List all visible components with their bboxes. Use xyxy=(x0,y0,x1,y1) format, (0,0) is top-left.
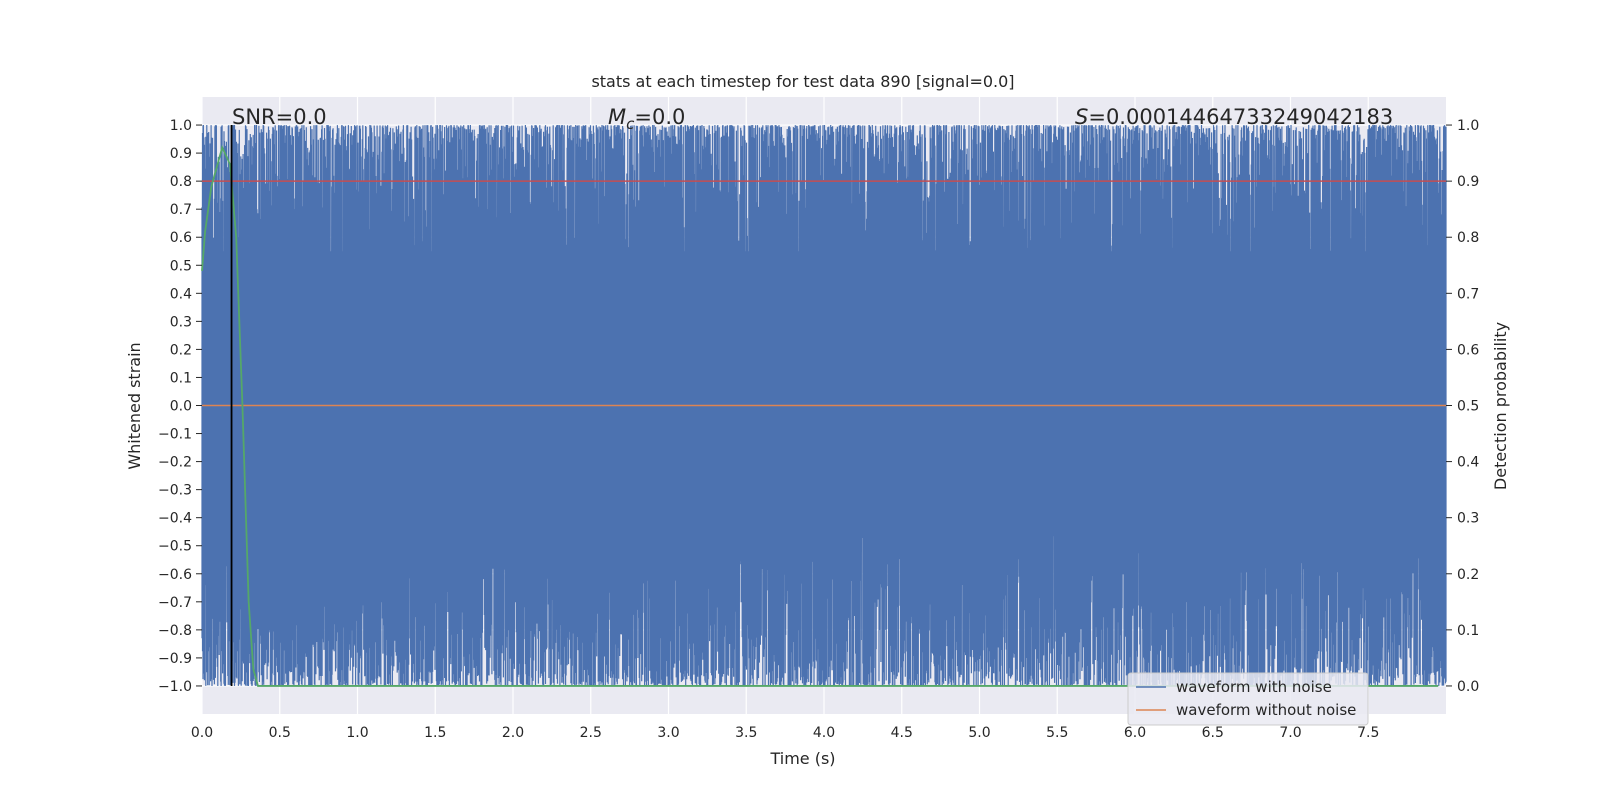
y-right-tick-label: 0.0 xyxy=(1457,679,1479,695)
chirp-mass-symbol: M xyxy=(608,105,626,129)
x-tick-label: 4.0 xyxy=(813,725,835,741)
x-tick-label: 1.5 xyxy=(424,725,446,741)
y-tick-label: −0.1 xyxy=(158,427,192,443)
s-annotation: S=0.00014464733249042183 xyxy=(1075,105,1393,129)
y-tick-label: 1.0 xyxy=(170,118,192,134)
y-tick-label: −0.6 xyxy=(158,567,192,583)
y-tick-label: 0.4 xyxy=(170,286,192,302)
chirp-mass-annotation: Mc=0.0 xyxy=(608,105,685,133)
y-tick-label: 0.8 xyxy=(170,174,192,190)
line-series xyxy=(201,125,1446,687)
legend-label-noise: waveform with noise xyxy=(1176,678,1332,696)
noise-waveform xyxy=(201,124,1447,687)
axis-ticks: 0.0 0.5 1.0 1.5 2.0 2.5 3.0 3.5 4.0 4.5 5.0 5.5 6.0 6… xyxy=(158,118,1479,741)
y-right-tick-label: 0.9 xyxy=(1457,174,1479,190)
y-right-tick-label: 0.8 xyxy=(1457,230,1479,246)
y-right-tick-label: 0.3 xyxy=(1457,511,1479,527)
y-tick-label: 0.2 xyxy=(170,342,192,358)
x-tick-label: 2.5 xyxy=(580,725,602,741)
x-tick-label: 1.0 xyxy=(346,725,368,741)
y-tick-label: −0.5 xyxy=(158,539,192,555)
x-tick-label: 3.0 xyxy=(657,725,679,741)
legend: waveform with noise waveform without noi… xyxy=(1127,672,1369,726)
y-axis-label: Whitened strain xyxy=(125,342,144,469)
legend-label-clean: waveform without noise xyxy=(1176,701,1356,719)
x-tick-label: 7.5 xyxy=(1357,725,1379,741)
y-right-tick-label: 0.1 xyxy=(1457,623,1479,639)
y-tick-label: 0.9 xyxy=(170,146,192,162)
y-tick-label: 0.3 xyxy=(170,314,192,330)
x-tick-label: 6.5 xyxy=(1202,725,1224,741)
y-tick-label: 0.7 xyxy=(170,202,192,218)
y-tick-label: −0.7 xyxy=(158,595,192,611)
legend-box xyxy=(1127,672,1369,726)
x-tick-label: 4.5 xyxy=(891,725,913,741)
y-tick-label: −0.4 xyxy=(158,511,192,527)
y-right-tick-label: 0.4 xyxy=(1457,455,1479,471)
y-tick-label: −0.8 xyxy=(158,623,192,639)
x-tick-label: 3.5 xyxy=(735,725,757,741)
s-value: =0.00014464733249042183 xyxy=(1088,105,1393,129)
x-axis-label: Time (s) xyxy=(769,749,835,768)
x-tick-label: 5.0 xyxy=(968,725,990,741)
snr-annotation: SNR=0.0 xyxy=(232,105,327,129)
y-axis-right-label: Detection probability xyxy=(1491,322,1510,490)
y-tick-label: 0.0 xyxy=(170,399,192,415)
x-tick-label: 0.5 xyxy=(269,725,291,741)
y-right-tick-label: 0.2 xyxy=(1457,567,1479,583)
series-detection-probability xyxy=(201,144,1439,687)
x-tick-label: 2.0 xyxy=(502,725,524,741)
y-tick-label: −0.3 xyxy=(158,483,192,499)
y-tick-label: 0.1 xyxy=(170,370,192,386)
y-tick-label: 0.5 xyxy=(170,258,192,274)
x-tick-label: 6.0 xyxy=(1124,725,1146,741)
chirp-mass-subscript: c xyxy=(626,115,635,133)
y-right-tick-label: 1.0 xyxy=(1457,118,1479,134)
s-symbol: S xyxy=(1075,105,1088,129)
y-right-tick-label: 0.7 xyxy=(1457,286,1479,302)
series-waveform-with-noise xyxy=(201,124,1447,687)
x-tick-label: 0.0 xyxy=(191,725,213,741)
chirp-mass-value: =0.0 xyxy=(634,105,685,129)
y-tick-label: −0.2 xyxy=(158,455,192,471)
y-tick-label: −1.0 xyxy=(158,679,192,695)
y-tick-label: −0.9 xyxy=(158,651,192,667)
x-tick-label: 5.5 xyxy=(1046,725,1068,741)
chart-title: stats at each timestep for test data 890… xyxy=(591,72,1014,91)
y-right-tick-label: 0.6 xyxy=(1457,342,1479,358)
y-right-tick-label: 0.5 xyxy=(1457,399,1479,415)
x-tick-label: 7.0 xyxy=(1279,725,1301,741)
y-tick-label: 0.6 xyxy=(170,230,192,246)
